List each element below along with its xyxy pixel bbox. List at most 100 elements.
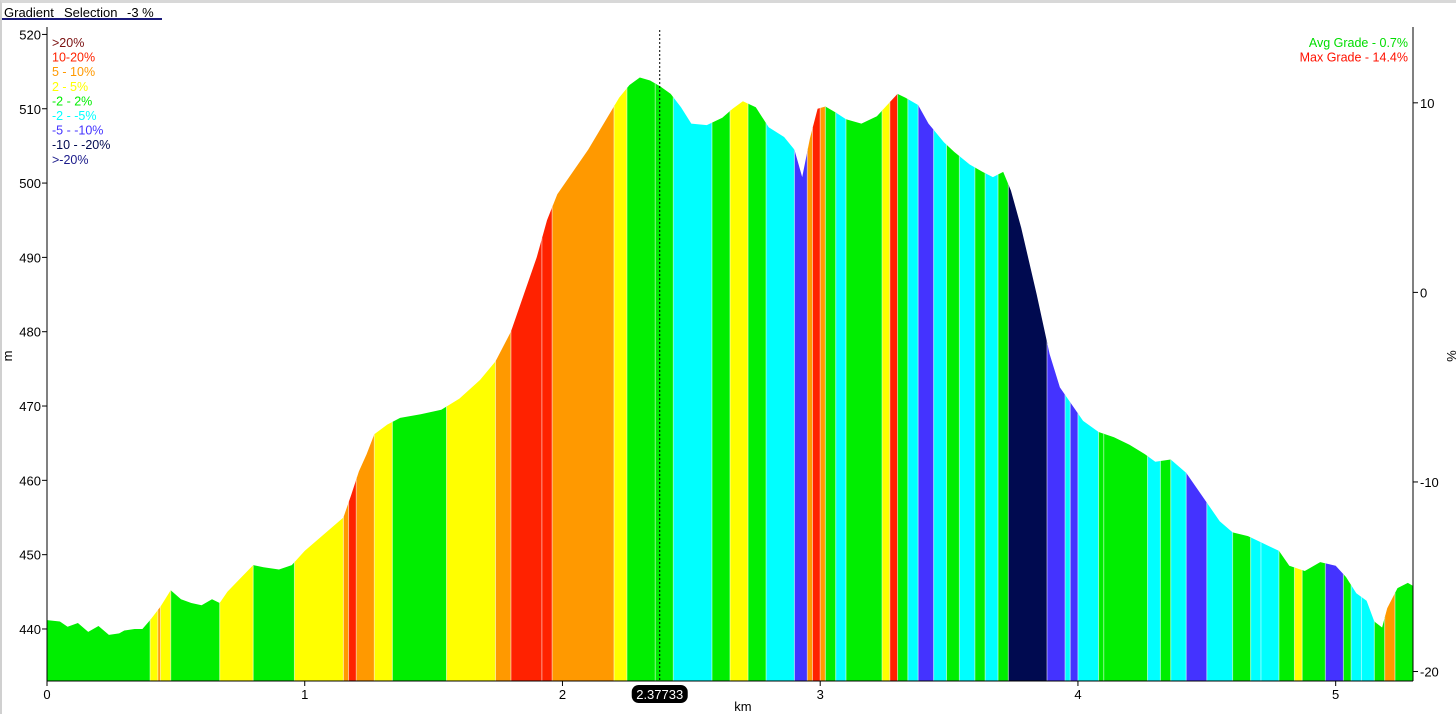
grade-stats: Avg Grade - 0.7%Max Grade - 14.4% [1300, 36, 1408, 65]
gradient-band [974, 77, 986, 681]
gradient-band [748, 77, 767, 681]
gradient-band [897, 77, 909, 681]
gradient-band [835, 77, 847, 681]
gradient-band [794, 77, 808, 681]
gradient-band [253, 77, 295, 681]
x-tick-label: 1 [301, 687, 308, 702]
gradient-band [1361, 77, 1375, 681]
gradient-band [820, 77, 826, 681]
y-tick-label: 490 [19, 250, 41, 265]
gradient-band [170, 77, 221, 681]
gradient-band [985, 77, 999, 681]
gradient-band [712, 77, 731, 681]
gradient-band [1302, 77, 1326, 681]
x-tick-label: 0 [43, 687, 50, 702]
y2-tick-label: 0 [1420, 285, 1427, 300]
gradient-band [1206, 77, 1234, 681]
x-tick-label: 3 [817, 687, 824, 702]
legend-item: -2 - 2% [52, 94, 92, 108]
gradient-band [495, 77, 512, 681]
gradient-band [1325, 77, 1344, 681]
gradient-band [552, 77, 615, 681]
gradient-band [907, 77, 919, 681]
grade-stat: Max Grade - 14.4% [1300, 51, 1408, 65]
legend: >20%10-20%5 - 10%2 - 5%-2 - 2%-2 - -5%-5… [52, 36, 110, 167]
gradient-band [348, 77, 357, 681]
gradient-band [959, 77, 976, 681]
gradient-bands [47, 77, 1413, 681]
y2-tick-label: -20 [1420, 665, 1439, 680]
gradient-band [889, 77, 899, 681]
gradient-band [1147, 77, 1161, 681]
gradient-band [356, 77, 375, 681]
gradient-band [673, 77, 713, 681]
gradient-band [918, 77, 935, 681]
gradient-band [374, 77, 393, 681]
y-tick-label: 480 [19, 325, 41, 340]
gradient-band [998, 77, 1009, 681]
gradient-band [160, 77, 172, 681]
gradient-band [1160, 77, 1172, 681]
gradient-band [1070, 77, 1079, 681]
legend-item: >20% [52, 36, 84, 50]
gradient-band [730, 77, 749, 681]
gradient-band [846, 77, 883, 681]
cursor-label: 2.37733 [636, 687, 683, 702]
gradient-band [1279, 77, 1296, 681]
legend-item: 2 - 5% [52, 80, 88, 94]
gradient-band [541, 77, 553, 681]
y-tick-label: 440 [19, 622, 41, 637]
gradient-band [614, 77, 628, 681]
y-tick-label: 450 [19, 548, 41, 563]
legend-item: -10 - -20% [52, 138, 110, 152]
legend-item: >-20% [52, 153, 88, 167]
tab-gradient[interactable]: Gradient [4, 5, 54, 20]
gradient-band [510, 77, 543, 681]
tab-underline [2, 18, 162, 20]
x-tick-label: 2 [559, 687, 566, 702]
gradient-band [933, 77, 948, 681]
gradient-band [446, 77, 497, 681]
y2-tick-label: -10 [1420, 475, 1439, 490]
gradient-band [1186, 77, 1208, 681]
selection-grade-value: -3 % [127, 5, 154, 20]
gradient-band [1384, 77, 1396, 681]
gradient-band [1260, 77, 1280, 681]
legend-item: -5 - -10% [52, 124, 103, 138]
y-tick-label: 500 [19, 176, 41, 191]
gradient-band [766, 77, 796, 681]
x-axis-label: km [734, 699, 751, 714]
legend-item: -2 - -5% [52, 109, 96, 123]
legend-item: 5 - 10% [52, 65, 95, 79]
y-tick-label: 460 [19, 473, 41, 488]
gradient-band [294, 77, 344, 681]
gradient-band [1343, 77, 1352, 681]
legend-item: 10-20% [52, 51, 95, 65]
gradient-band [1395, 77, 1413, 681]
gradient-band [825, 77, 837, 681]
x-tick-label: 4 [1074, 687, 1081, 702]
gradient-band [1008, 77, 1048, 681]
tab-selection[interactable]: Selection [64, 5, 118, 20]
y2-tick-label: 10 [1420, 96, 1434, 111]
gradient-band [1294, 77, 1303, 681]
gradient-band [157, 77, 161, 681]
y2-axis-label: % [1444, 350, 1456, 362]
gradient-band [1374, 77, 1386, 681]
gradient-band [1351, 77, 1362, 681]
y-tick-label: 510 [19, 102, 41, 117]
gradient-band [1077, 77, 1100, 681]
gradient-band [1170, 77, 1187, 681]
gradient-band [1232, 77, 1252, 681]
gradient-band [807, 77, 814, 681]
gradient-band [655, 77, 674, 681]
y-tick-label: 470 [19, 399, 41, 414]
gradient-band [219, 77, 254, 681]
y-axis-label: m [0, 351, 15, 362]
gradient-band [882, 77, 891, 681]
gradient-band [1250, 77, 1262, 681]
gradient-band [946, 77, 960, 681]
gradient-band [150, 77, 159, 681]
